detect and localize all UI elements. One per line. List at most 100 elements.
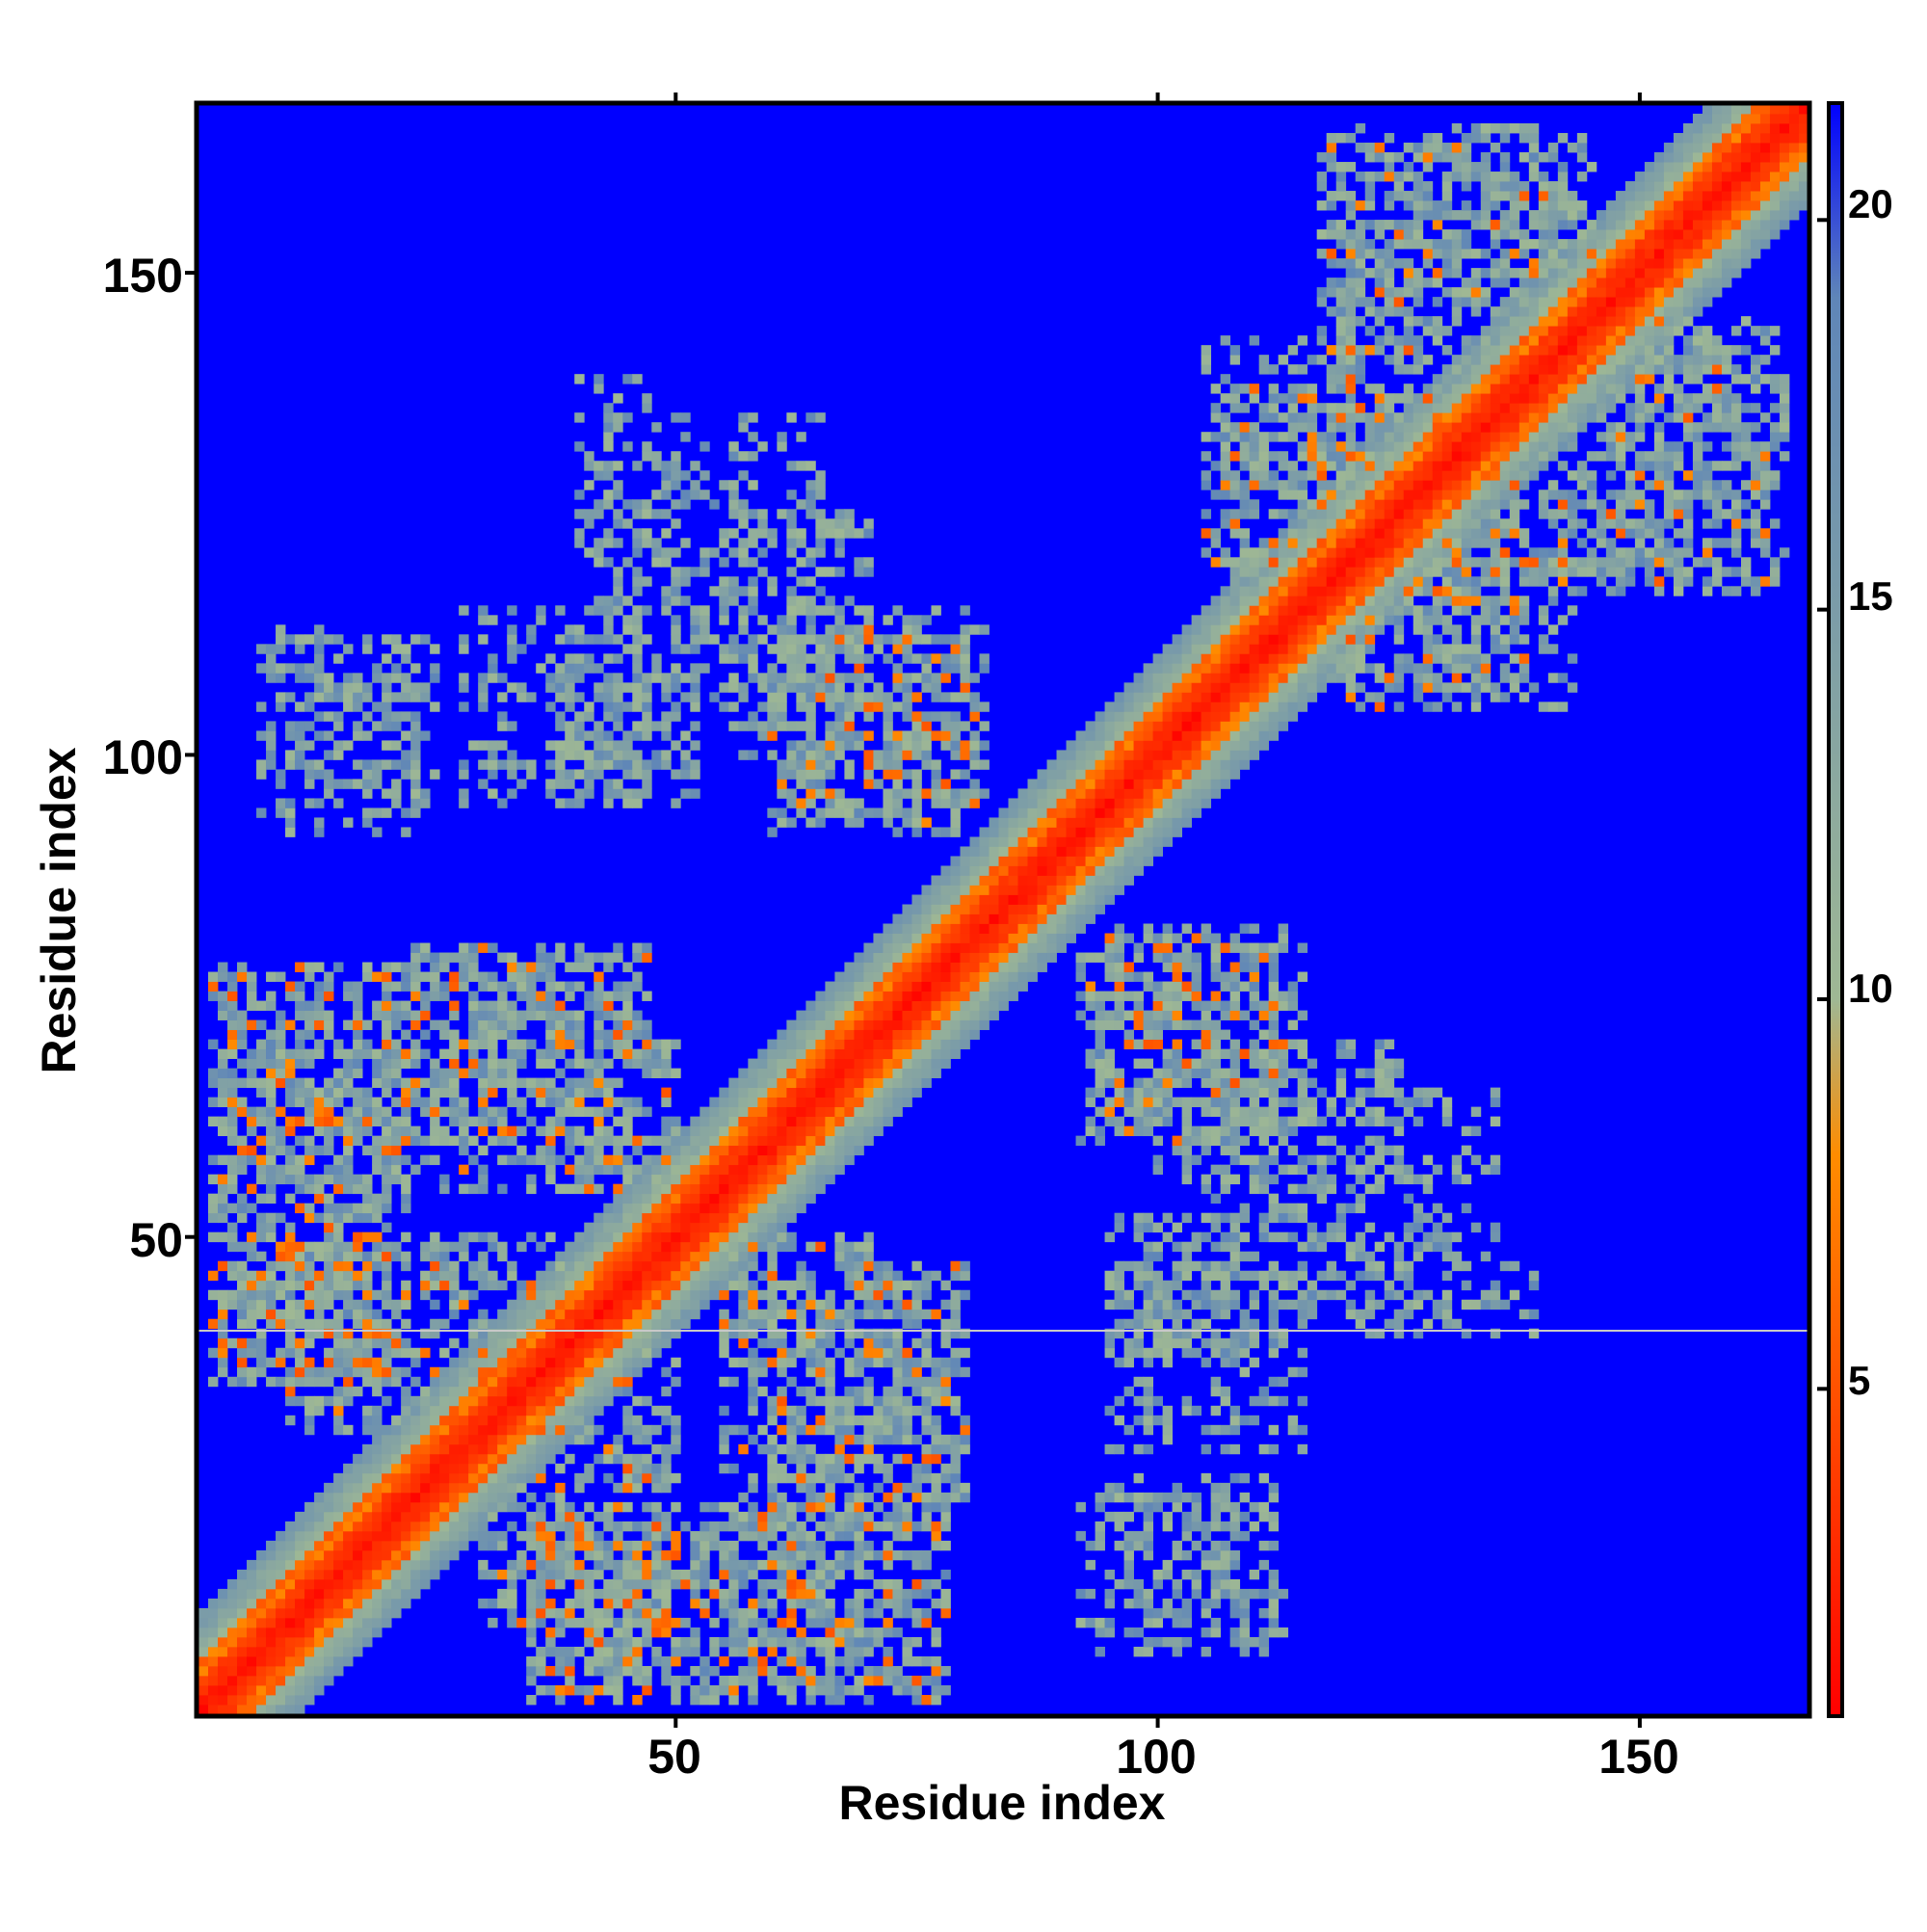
heatmap-cell	[295, 1135, 305, 1147]
heatmap-cell	[362, 1530, 373, 1542]
heatmap-cell	[931, 1029, 941, 1040]
heatmap-cell	[468, 1270, 479, 1282]
heatmap-cell	[276, 1578, 286, 1590]
heatmap-cell	[497, 1482, 508, 1494]
heatmap-cell	[719, 1125, 729, 1137]
heatmap-cell	[333, 1665, 344, 1677]
heatmap-cell	[921, 1424, 932, 1436]
heatmap-cell	[690, 788, 700, 799]
heatmap-cell	[516, 1549, 527, 1561]
heatmap-cell	[603, 1675, 614, 1686]
heatmap-cell	[536, 1434, 546, 1445]
heatmap-cell	[642, 1309, 652, 1320]
heatmap-cell	[276, 1068, 286, 1079]
heatmap-cell	[834, 1048, 845, 1059]
heatmap-cell	[777, 1077, 787, 1089]
heatmap-cell	[314, 1492, 325, 1503]
heatmap-cell	[651, 1280, 662, 1291]
heatmap-cell	[603, 1241, 614, 1253]
heatmap-cell	[459, 1472, 469, 1484]
heatmap-cell	[767, 1193, 778, 1204]
heatmap-cell	[767, 1135, 778, 1147]
heatmap-cell	[266, 673, 277, 683]
heatmap-cell	[545, 991, 556, 1001]
heatmap-cell	[902, 682, 912, 693]
heatmap-cell	[719, 1193, 729, 1204]
heatmap-cell	[613, 1212, 623, 1224]
heatmap-cell	[584, 1222, 594, 1233]
heatmap-cell	[786, 759, 797, 770]
heatmap-cell	[613, 518, 623, 529]
heatmap-cell	[825, 1337, 835, 1349]
heatmap-cell	[844, 1135, 855, 1147]
heatmap-cell	[603, 634, 614, 645]
heatmap-cell	[430, 1125, 440, 1137]
heatmap-cell	[960, 1492, 970, 1503]
heatmap-cell	[449, 1453, 460, 1465]
heatmap-cell	[198, 1675, 209, 1686]
heatmap-cell	[921, 1415, 932, 1426]
heatmap-cell	[430, 1453, 440, 1465]
heatmap-cell	[343, 1636, 354, 1648]
heatmap-cell	[748, 1154, 758, 1166]
heatmap-cell	[613, 1280, 623, 1291]
heatmap-cell	[728, 595, 739, 606]
heatmap-cell	[555, 1000, 566, 1011]
heatmap-cell	[883, 1270, 893, 1282]
heatmap-cell	[844, 1395, 855, 1407]
heatmap-cell	[777, 1309, 787, 1320]
heatmap-cell	[266, 1569, 277, 1580]
heatmap-cell	[911, 894, 922, 905]
heatmap-cell	[382, 1203, 392, 1214]
heatmap-cell	[343, 1598, 354, 1609]
heatmap-cell	[642, 528, 652, 539]
heatmap-cell	[642, 1463, 652, 1474]
heatmap-cell	[777, 1087, 787, 1098]
heatmap-cell	[622, 1260, 633, 1272]
heatmap-cell	[728, 1212, 739, 1224]
heatmap-cell	[276, 1588, 286, 1600]
heatmap-cell	[237, 1029, 248, 1040]
heatmap-cell	[276, 1607, 286, 1619]
heatmap-cell	[854, 663, 864, 674]
heatmap-cell	[208, 1212, 219, 1224]
heatmap-cell	[622, 615, 633, 625]
heatmap-cell	[680, 1125, 691, 1137]
heatmap-cell	[825, 991, 835, 1001]
heatmap-cell	[911, 1463, 922, 1474]
heatmap-cell	[276, 1540, 286, 1551]
heatmap-cell	[353, 1068, 363, 1079]
heatmap-cell	[854, 807, 864, 818]
heatmap-cell	[468, 1376, 479, 1388]
heatmap-cell	[805, 1511, 816, 1522]
heatmap-cell	[748, 1598, 758, 1609]
heatmap-cell	[825, 1646, 835, 1657]
heatmap-cell	[613, 1665, 623, 1677]
heatmap-cell	[584, 1058, 594, 1069]
heatmap-cell	[276, 1039, 286, 1049]
heatmap-cell	[873, 644, 884, 654]
heatmap-cell	[921, 894, 932, 905]
heatmap-cell	[940, 653, 951, 664]
heatmap-cell	[613, 1251, 623, 1262]
heatmap-cell	[507, 1443, 517, 1455]
heatmap-cell	[594, 1588, 604, 1600]
heatmap-cell	[931, 942, 941, 953]
heatmap-cell	[526, 1395, 537, 1407]
heatmap-cell	[844, 1106, 855, 1118]
heatmap-cell	[738, 412, 749, 423]
heatmap-cell	[324, 1559, 334, 1571]
heatmap-cell	[719, 595, 729, 606]
heatmap-cell	[767, 663, 778, 674]
heatmap-cell	[805, 1347, 816, 1359]
heatmap-cell	[825, 1058, 835, 1069]
heatmap-cell	[863, 1251, 874, 1262]
heatmap-cell	[594, 750, 604, 760]
heatmap-cell	[545, 1135, 556, 1147]
heatmap-cell	[574, 981, 585, 992]
heatmap-cell	[931, 1039, 941, 1049]
heatmap-cell	[738, 1077, 749, 1089]
heatmap-cell	[671, 644, 681, 654]
heatmap-cell	[285, 1251, 296, 1262]
heatmap-cell	[488, 1443, 498, 1455]
